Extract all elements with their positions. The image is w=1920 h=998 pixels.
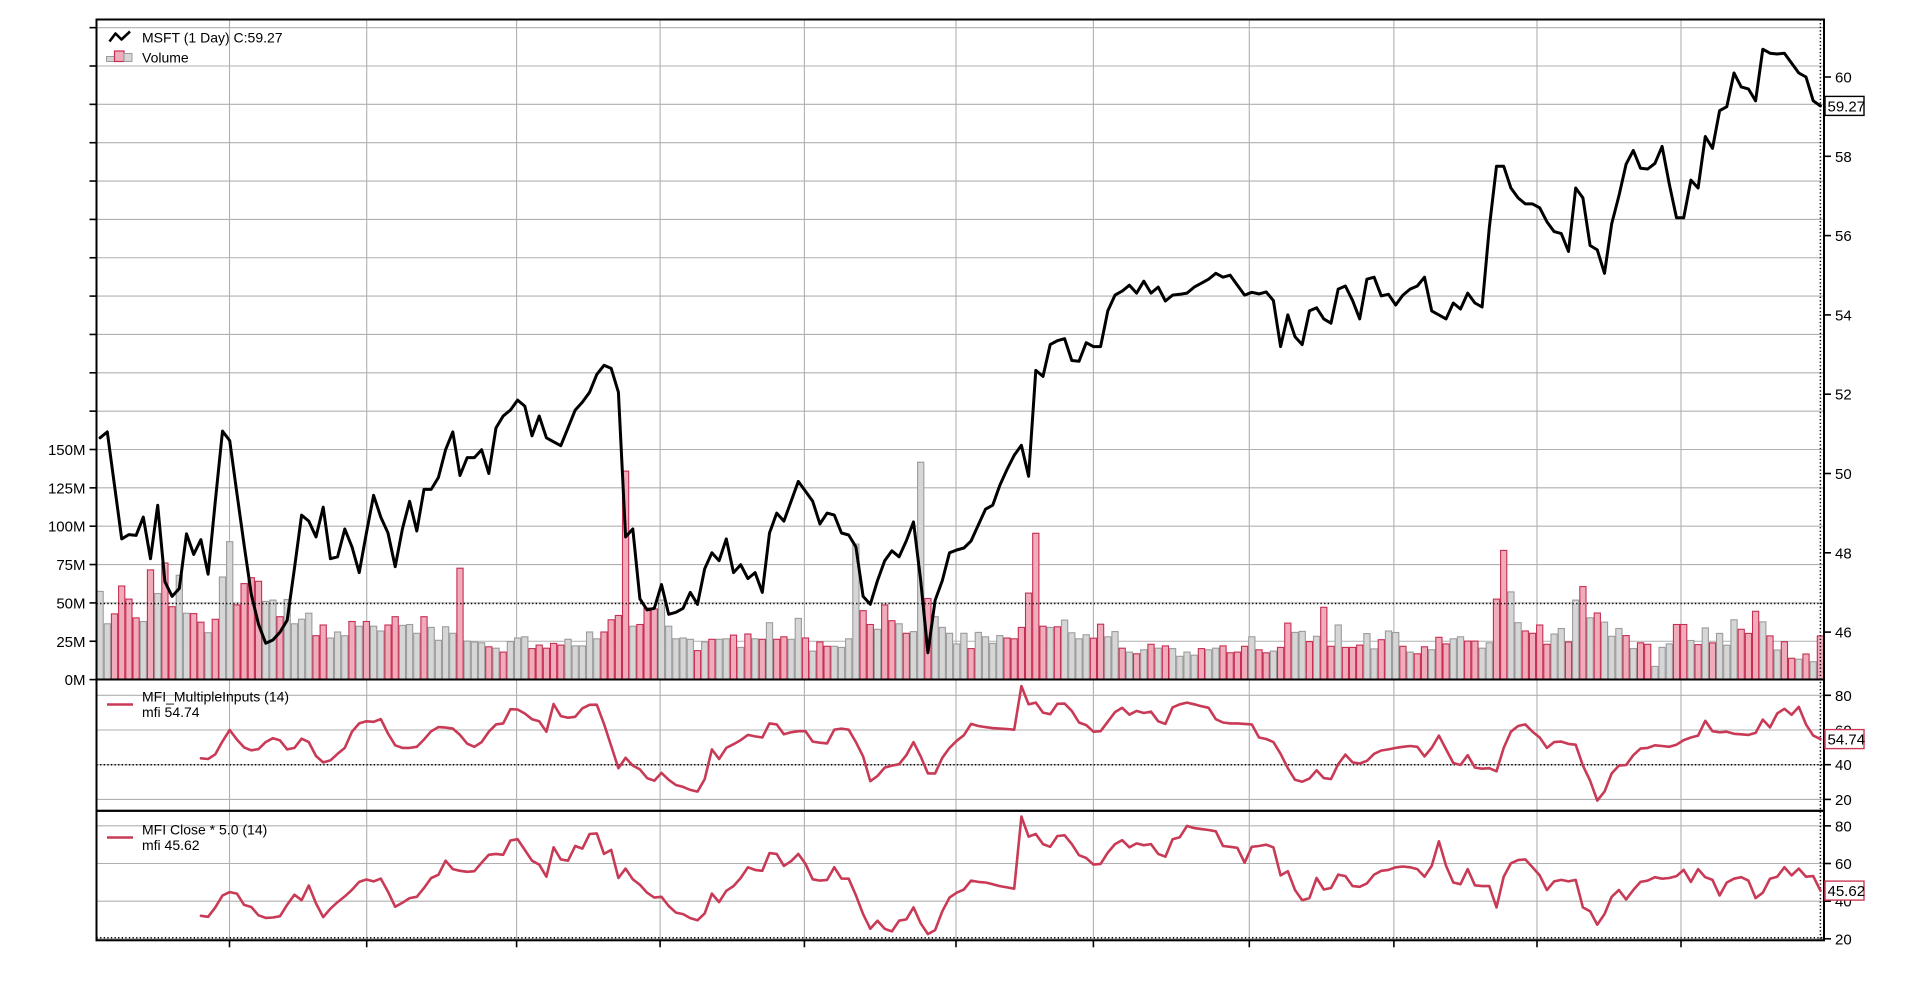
svg-text:80: 80 (1835, 688, 1852, 705)
svg-text:75M: 75M (56, 557, 85, 574)
svg-text:58: 58 (1835, 149, 1852, 166)
svg-text:46: 46 (1835, 625, 1852, 642)
svg-text:54: 54 (1835, 307, 1852, 324)
svg-text:80: 80 (1835, 818, 1852, 835)
svg-text:mfi 45.62: mfi 45.62 (142, 837, 200, 853)
svg-text:60: 60 (1835, 70, 1852, 87)
svg-text:125M: 125M (48, 480, 86, 497)
svg-text:100M: 100M (48, 519, 86, 536)
svg-text:150M: 150M (48, 442, 86, 459)
svg-text:40: 40 (1835, 757, 1852, 774)
svg-text:0M: 0M (65, 672, 86, 689)
svg-text:60: 60 (1835, 856, 1852, 873)
svg-text:59.27: 59.27 (1828, 98, 1866, 115)
svg-text:50M: 50M (56, 595, 85, 612)
svg-text:52: 52 (1835, 387, 1852, 404)
svg-text:MFI Close * 5.0 (14): MFI Close * 5.0 (14) (142, 822, 267, 838)
svg-text:54.74: 54.74 (1828, 732, 1866, 749)
svg-text:25M: 25M (56, 634, 85, 651)
svg-text:mfi 54.74: mfi 54.74 (142, 704, 200, 720)
svg-text:MFI_MultipleInputs (14): MFI_MultipleInputs (14) (142, 689, 289, 705)
svg-text:MSFT (1 Day) C:59.27: MSFT (1 Day) C:59.27 (142, 30, 283, 46)
svg-text:50: 50 (1835, 466, 1852, 483)
svg-text:20: 20 (1835, 931, 1852, 948)
svg-text:20: 20 (1835, 792, 1852, 809)
svg-text:56: 56 (1835, 228, 1852, 245)
svg-text:45.62: 45.62 (1828, 883, 1866, 900)
svg-text:Volume: Volume (142, 50, 189, 66)
svg-text:48: 48 (1835, 545, 1852, 562)
